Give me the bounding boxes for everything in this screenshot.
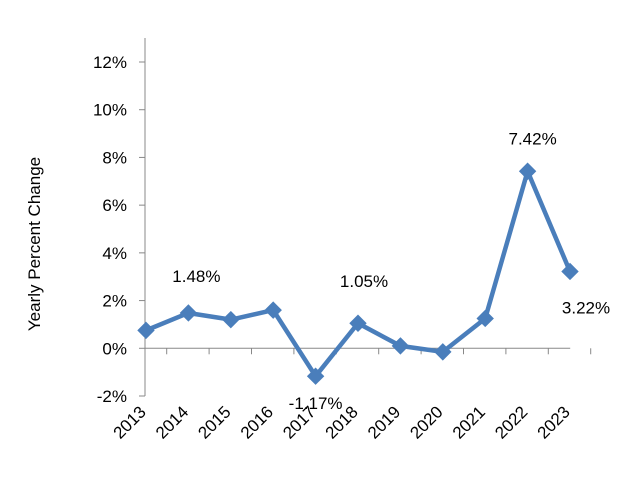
- data-point-marker: [222, 310, 240, 329]
- series-group: [137, 162, 579, 385]
- data-label: 3.22%: [562, 298, 610, 317]
- data-point-marker: [476, 309, 494, 328]
- y-tick-label: 6%: [102, 196, 127, 215]
- x-tick-label: 2016: [237, 402, 277, 442]
- x-tick-label: 2014: [152, 402, 192, 442]
- x-tick-label: 2021: [449, 402, 489, 442]
- data-point-marker: [349, 314, 367, 332]
- data-point-marker: [561, 262, 579, 281]
- y-tick-label: 0%: [102, 339, 127, 358]
- y-tick-label: -2%: [97, 387, 127, 406]
- y-tick-label: 10%: [93, 101, 127, 120]
- x-tick-label: 2015: [194, 402, 234, 442]
- y-axis-label: Yearly Percent Change: [25, 157, 44, 331]
- data-point-marker: [306, 367, 325, 385]
- data-point-marker: [264, 301, 282, 319]
- data-point-marker: [391, 337, 410, 355]
- x-tick-label: 2022: [491, 402, 531, 442]
- x-tick-label: 2020: [406, 402, 446, 442]
- y-tick-label: 4%: [102, 244, 127, 263]
- data-point-marker: [434, 343, 452, 361]
- data-point-marker: [137, 321, 155, 340]
- x-tick-label: 2023: [534, 402, 574, 442]
- y-tick-label: 2%: [102, 292, 127, 311]
- data-label: -1.17%: [289, 394, 343, 413]
- data-labels-group: 1.48% -1.17% 1.05% 7.42% 3.22%: [172, 129, 610, 413]
- data-label: 7.42%: [508, 129, 556, 148]
- y-tick-label: 12%: [93, 53, 127, 72]
- data-point-marker: [518, 162, 537, 180]
- axes: -2%0%2%4%6%8%10%12%2013 2014 2015 2016 2017 2…: [93, 38, 592, 443]
- data-point-marker: [179, 304, 198, 322]
- y-tick-label: 8%: [102, 148, 127, 167]
- x-tick-label: 2013: [110, 402, 150, 442]
- data-label: 1.48%: [172, 267, 220, 286]
- data-label: 1.05%: [340, 272, 388, 291]
- x-tick-label: 2019: [364, 402, 404, 442]
